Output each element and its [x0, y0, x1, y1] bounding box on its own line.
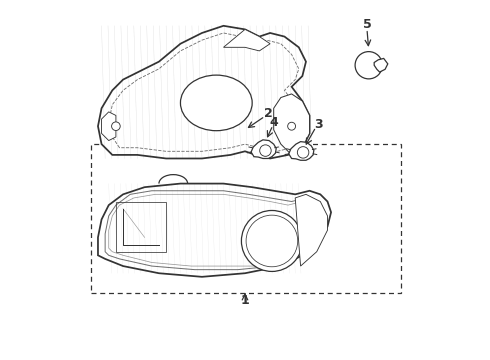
Ellipse shape [180, 75, 252, 131]
Circle shape [242, 211, 302, 271]
Text: 5: 5 [363, 18, 371, 31]
Text: 2: 2 [264, 107, 272, 120]
Polygon shape [251, 140, 276, 158]
Polygon shape [223, 30, 270, 51]
Text: 3: 3 [314, 118, 323, 131]
Polygon shape [98, 26, 310, 158]
Polygon shape [374, 58, 388, 72]
Bar [91, 144, 401, 293]
Circle shape [112, 122, 120, 131]
Polygon shape [274, 94, 310, 155]
Text: 4: 4 [270, 116, 278, 129]
Polygon shape [295, 194, 327, 266]
Polygon shape [289, 141, 314, 160]
Text: 1: 1 [241, 294, 249, 307]
Polygon shape [98, 184, 331, 277]
Circle shape [288, 122, 295, 130]
Circle shape [355, 51, 382, 79]
Polygon shape [101, 112, 116, 140]
